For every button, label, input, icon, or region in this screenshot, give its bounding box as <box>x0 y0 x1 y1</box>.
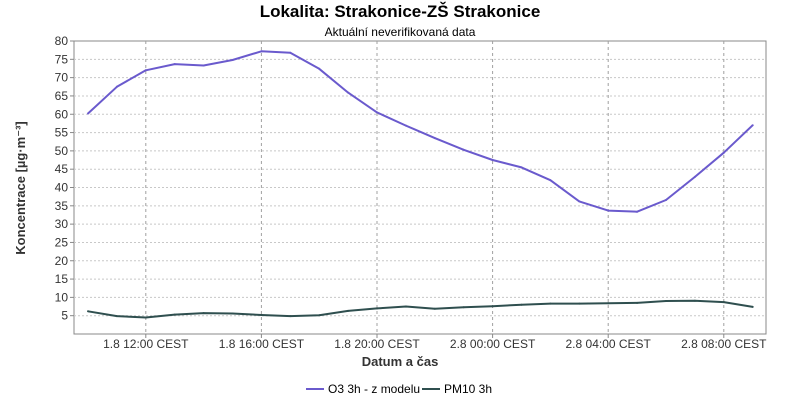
data-point <box>202 312 205 315</box>
series-line-2 <box>87 299 753 319</box>
data-point <box>231 312 234 315</box>
y-tick-label: 45 <box>55 162 69 176</box>
y-tick-label: 60 <box>55 107 69 121</box>
data-point <box>693 175 696 178</box>
y-tick-label: 80 <box>55 34 69 48</box>
legend: O3 3h - z modelu PM10 3h <box>306 382 492 396</box>
y-tick-label: 50 <box>55 144 69 158</box>
x-tick-label: 1.8 12:00 CEST <box>103 337 189 351</box>
x-tick-label: 2.8 08:00 CEST <box>681 337 767 351</box>
legend-label: O3 3h - z modelu <box>328 382 420 396</box>
data-point <box>404 305 407 308</box>
y-tick-label: 25 <box>55 235 69 249</box>
data-point <box>722 151 725 154</box>
data-point <box>289 315 292 318</box>
data-point <box>404 124 407 127</box>
data-point <box>318 67 321 70</box>
data-point <box>433 137 436 140</box>
data-point <box>173 63 176 66</box>
y-tick-label: 30 <box>55 217 69 231</box>
data-point <box>636 301 639 304</box>
data-point <box>260 314 263 316</box>
data-point <box>289 51 292 54</box>
data-point <box>693 299 696 302</box>
data-point <box>115 85 118 88</box>
data-point <box>260 50 263 53</box>
data-point <box>751 305 754 308</box>
data-point <box>549 302 552 305</box>
data-point <box>491 305 494 308</box>
y-tick-label: 10 <box>55 290 69 304</box>
data-point <box>520 166 523 169</box>
data-point <box>722 301 725 304</box>
data-point <box>520 303 523 306</box>
data-point <box>462 306 465 309</box>
data-point <box>173 313 176 316</box>
data-point <box>433 307 436 310</box>
series-line-1 <box>87 50 754 213</box>
y-axis-ticks: 5 10 15 20 25 30 35 40 45 50 55 60 65 70 75 80 <box>55 34 74 323</box>
data-point <box>751 124 754 127</box>
chart-title: Lokalita: Strakonice-ZŠ Strakonice <box>260 2 541 21</box>
y-tick-label: 35 <box>55 199 69 213</box>
data-point <box>665 300 667 302</box>
data-point <box>318 314 321 317</box>
x-axis-label: Datum a čas <box>362 354 439 369</box>
x-axis-ticks: 1.8 12:00 CEST 1.8 16:00 CEST 1.8 20:00 CE… <box>103 334 767 351</box>
data-point <box>115 315 118 318</box>
data-point <box>665 199 667 201</box>
y-tick-label: 55 <box>55 126 69 140</box>
y-tick-label: 65 <box>55 89 69 103</box>
data-point <box>491 159 494 161</box>
y-tick-label: 70 <box>55 71 69 85</box>
data-point <box>144 316 147 319</box>
data-point <box>549 179 552 182</box>
data-point <box>607 302 610 305</box>
data-point <box>376 111 378 114</box>
y-tick-label: 40 <box>55 181 69 195</box>
data-point <box>462 148 465 151</box>
data-point <box>144 69 147 72</box>
y-tick-label: 20 <box>55 254 69 268</box>
x-tick-label: 2.8 00:00 CEST <box>450 337 536 351</box>
data-point <box>347 309 350 312</box>
data-point <box>636 210 639 213</box>
legend-label: PM10 3h <box>444 382 492 396</box>
y-tick-label: 75 <box>55 52 69 66</box>
data-point <box>202 64 205 67</box>
y-tick-label: 5 <box>61 309 68 323</box>
y-axis-label: Koncentrace [µg·m⁻³] <box>13 121 28 255</box>
x-tick-label: 1.8 20:00 CEST <box>334 337 420 351</box>
data-point <box>607 209 610 212</box>
data-point <box>376 307 378 310</box>
x-tick-label: 2.8 04:00 CEST <box>566 337 652 351</box>
data-point <box>347 91 350 94</box>
chart-subtitle: Aktuální neverifikovaná data <box>325 25 476 39</box>
data-point <box>231 59 234 61</box>
data-point <box>87 310 89 313</box>
data-point <box>578 200 581 203</box>
x-tick-label: 1.8 16:00 CEST <box>219 337 305 351</box>
data-point <box>87 112 89 115</box>
y-tick-label: 15 <box>55 272 69 286</box>
data-point <box>578 302 581 305</box>
series-lines <box>87 50 754 319</box>
